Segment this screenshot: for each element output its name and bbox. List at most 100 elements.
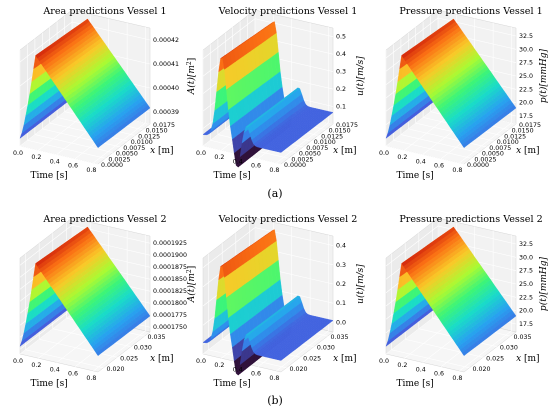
grid-line (208, 253, 287, 369)
z-tick-label: 0.3 (336, 262, 346, 269)
chart-3: Pressure predictions Vessel 1 0.0 0.2 0.4 0.… (379, 6, 549, 181)
x-tick-label: 0.6 (434, 371, 444, 378)
x-tick-label: 0.2 (214, 154, 224, 161)
surface (385, 18, 517, 148)
y-tick-label: 0.020 (289, 366, 307, 373)
grid-line (93, 234, 146, 372)
y-axis-label: x [m] (516, 146, 540, 156)
y-axis-label: x [m] (150, 146, 174, 156)
x-tick-label: 0.8 (269, 375, 279, 382)
y-tick-label: 0.0075 (489, 145, 511, 152)
y-tick-label: 0.0000 (101, 162, 123, 169)
chart-6: Pressure predictions Vessel 2 0.0 0.2 0.4 0.… (379, 214, 549, 389)
z-tick-label: 22.5 (519, 294, 533, 301)
y-tick-label: 0.0025 (291, 156, 313, 163)
y-tick-label: 0.020 (472, 366, 490, 373)
y-tick-label: 0.0125 (138, 133, 160, 140)
y-tick-label: 0.0050 (116, 151, 138, 158)
z-tick-label: 30.0 (519, 46, 533, 53)
z-tick-label: 0.00042 (153, 37, 179, 44)
surface (202, 21, 334, 168)
surface (385, 226, 517, 356)
grid-line (385, 50, 465, 165)
surface-patch (278, 148, 286, 153)
z-axis-label: p(t)[mmHg] (538, 256, 549, 311)
grid-line (276, 234, 329, 372)
surface-patch (95, 141, 102, 148)
y-tick-label: 0.0175 (153, 122, 175, 129)
chart-1: Area predictions Vessel 1 0.0 0.2 0.4 0.6 0.8… (13, 6, 197, 181)
y-tick-label: 0.0150 (512, 128, 534, 135)
surface-patch (278, 356, 286, 361)
z-tick-label: 17.5 (519, 321, 533, 328)
x-axis-label: Time [s] (396, 171, 433, 181)
x-axis-label: Time [s] (213, 379, 250, 389)
x-tick-label: 0.0 (379, 358, 389, 365)
y-tick-label: 0.025 (120, 355, 138, 362)
y-tick-label: 0.035 (148, 334, 166, 341)
y-tick-label: 0.0100 (497, 139, 519, 146)
x-axis-label: Time [s] (30, 171, 67, 181)
z-tick-label: 0.0001850 (153, 276, 187, 283)
x-tick-label: 0.6 (68, 371, 78, 378)
z-tick-label: 0.4 (336, 51, 346, 58)
z-tick-label: 0.4 (336, 243, 346, 250)
z-tick-label: 0.0001925 (153, 240, 187, 247)
chart-title: Velocity predictions Vessel 1 (218, 6, 358, 17)
y-axis-label: x [m] (150, 354, 174, 364)
z-tick-label: 0.5 (336, 34, 346, 41)
z-axis-label: p(t)[mmHg] (538, 48, 549, 103)
z-tick-label: 25.0 (519, 73, 533, 80)
y-tick-label: 0.0100 (131, 139, 153, 146)
grid-line (391, 253, 470, 369)
chart-4: Area predictions Vessel 2 0.0 0.2 0.4 0.6 0.8… (13, 214, 197, 389)
surface (19, 18, 151, 148)
y-tick-label: 0.0050 (482, 151, 504, 158)
z-tick-label: 27.5 (519, 60, 533, 67)
z-tick-label: 0.0 (336, 319, 346, 326)
grid-line (19, 50, 99, 165)
y-tick-label: 0.0050 (299, 151, 321, 158)
z-tick-label: 17.5 (519, 113, 533, 120)
y-tick-label: 0.030 (317, 345, 335, 352)
chart-title: Area predictions Vessel 1 (42, 6, 166, 17)
x-tick-label: 0.0 (196, 150, 206, 157)
chart-title: Velocity predictions Vessel 2 (218, 214, 358, 225)
x-tick-label: 0.2 (31, 154, 41, 161)
z-tick-label: 0.00040 (153, 85, 179, 92)
y-tick-label: 0.0125 (504, 133, 526, 140)
x-tick-label: 0.2 (397, 362, 407, 369)
y-tick-label: 0.0075 (306, 145, 328, 152)
grid-line (27, 44, 106, 159)
x-tick-label: 0.2 (214, 362, 224, 369)
x-tick-label: 0.2 (397, 154, 407, 161)
y-axis-label: x [m] (333, 146, 357, 156)
y-tick-label: 0.035 (331, 334, 349, 341)
y-tick-label: 0.0025 (474, 156, 496, 163)
x-tick-label: 0.4 (50, 366, 60, 373)
z-tick-label: 0.2 (336, 281, 346, 288)
grid-line (393, 44, 472, 159)
y-tick-label: 0.0175 (519, 122, 541, 129)
surface (19, 226, 151, 356)
chart-5: Velocity predictions Vessel 2 0.0 0.2 0.4 0.… (196, 214, 366, 389)
y-tick-label: 0.030 (500, 345, 518, 352)
x-tick-label: 0.6 (251, 371, 261, 378)
chart-title: Area predictions Vessel 2 (42, 214, 166, 225)
x-tick-label: 0.0 (379, 150, 389, 157)
x-tick-label: 0.6 (251, 163, 261, 170)
y-tick-label: 0.025 (486, 355, 504, 362)
surface-patch (461, 349, 468, 356)
chart-2: Velocity predictions Vessel 1 0.0 0.2 0.4 0.… (196, 6, 366, 181)
x-tick-label: 0.0 (196, 358, 206, 365)
x-tick-label: 0.4 (50, 158, 60, 165)
z-axis-label: u(t)[m/s] (355, 56, 366, 96)
z-tick-label: 0.1 (336, 104, 346, 111)
x-tick-label: 0.8 (86, 167, 96, 174)
y-axis-label: x [m] (516, 354, 540, 364)
x-tick-label: 0.8 (269, 167, 279, 174)
x-tick-label: 0.6 (68, 163, 78, 170)
y-tick-label: 0.0100 (314, 139, 336, 146)
y-tick-label: 0.025 (303, 355, 321, 362)
